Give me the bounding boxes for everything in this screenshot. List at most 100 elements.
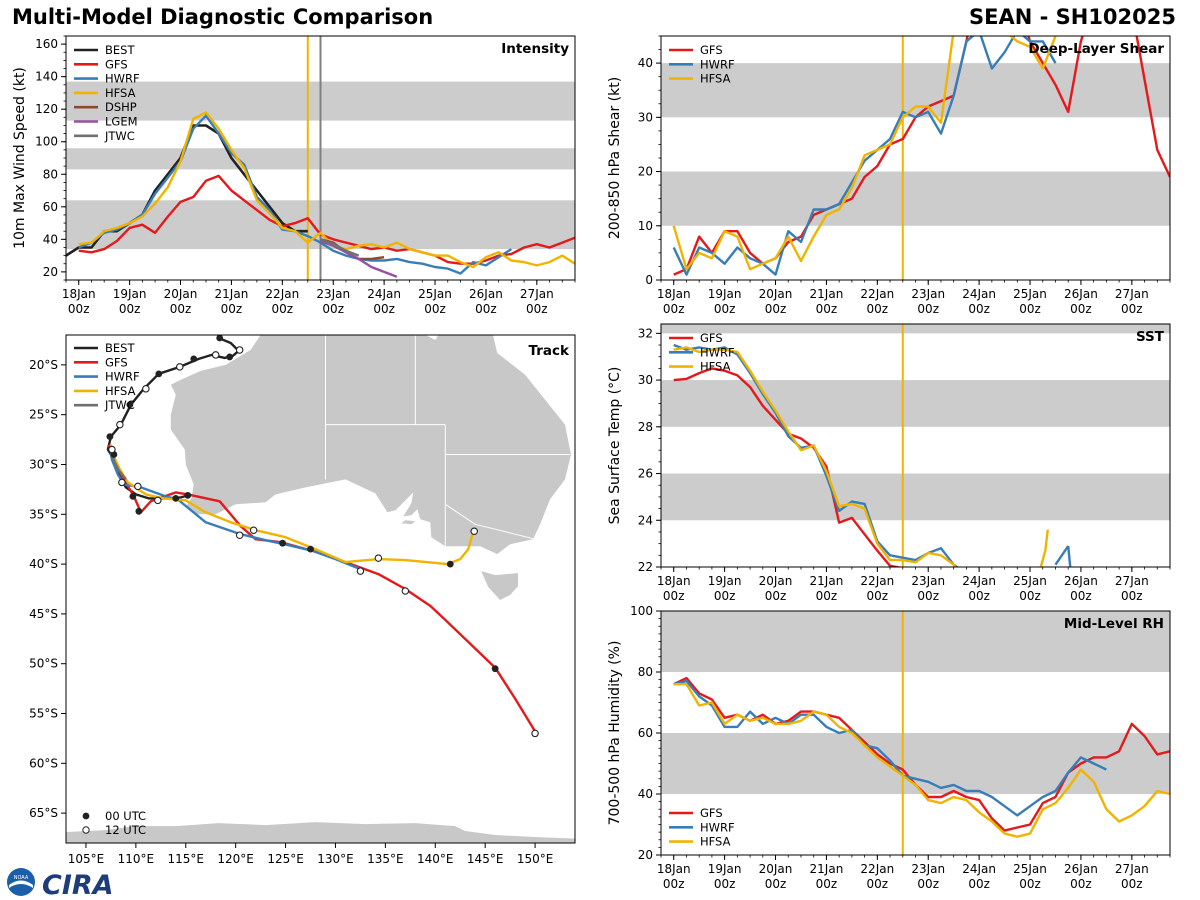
x-tick-hour: 00z xyxy=(373,302,395,316)
axes-frame-sst xyxy=(660,323,1171,568)
marker-12utc xyxy=(154,496,162,505)
x-tick-hour: 00z xyxy=(1121,877,1143,891)
plot-area-rh xyxy=(661,611,1170,855)
marker-12utc xyxy=(470,527,478,535)
x-tick-date: 26Jan xyxy=(1064,287,1098,301)
cira-logo: NOAA CIRA xyxy=(7,868,114,898)
y-tick-label: 120 xyxy=(35,102,58,116)
marker-12utc xyxy=(401,587,410,595)
x-tick-date: 27Jan xyxy=(1115,574,1149,588)
legend-label-jtwc: JTWC xyxy=(104,129,135,143)
x-tick-date: 25Jan xyxy=(1013,574,1047,588)
series-hwrf-intensity-2 xyxy=(78,114,513,275)
series-hfsa-intensity-3 xyxy=(78,111,575,269)
x-tick-date: 23Jan xyxy=(911,862,945,876)
marker-00utc xyxy=(184,491,192,499)
y-tick-label: 60 xyxy=(43,200,58,214)
x-tick-date: 20Jan xyxy=(759,574,793,588)
y-tick-label: 0 xyxy=(645,273,653,287)
legend-label-hfsa: HFSA xyxy=(700,835,731,849)
marker-00utc xyxy=(446,560,454,568)
x-tick-hour: 00z xyxy=(68,302,90,316)
x-tick-date: 25Jan xyxy=(418,287,452,301)
y-axis-label-sst: Sea Surface Temp (°C) xyxy=(607,367,623,525)
marker-00utc xyxy=(216,335,224,342)
panel-title-rh: Mid-Level RH xyxy=(1064,616,1164,632)
x-tick-hour: 00z xyxy=(475,302,497,316)
storm-id: SEAN - SH102025 xyxy=(968,5,1176,29)
panel-sst: 22242628303218Jan00z19Jan00z20Jan00z21Ja… xyxy=(607,323,1171,603)
x-tick-hour: 00z xyxy=(917,877,939,891)
x-tick-hour: 00z xyxy=(1121,589,1143,603)
legend-label-12utc: 12 UTC xyxy=(105,823,146,837)
x-tick-hour: 00z xyxy=(119,302,141,316)
series-gfs-shear-0 xyxy=(673,36,1170,276)
x-tick-date: 23Jan xyxy=(316,287,350,301)
y-tick-label: 28 xyxy=(638,420,653,434)
x-tick-date: 22Jan xyxy=(860,862,894,876)
y-tick-label: 26 xyxy=(638,467,653,481)
panel-title-intensity: Intensity xyxy=(501,41,569,57)
panel-track: 105°E 110°E 115°E 120°E 125°E 130°E 135°E 140°E… xyxy=(29,334,576,866)
y-tick-label: 40 xyxy=(638,56,653,70)
legend-label-hwrf: HWRF xyxy=(105,370,140,384)
figure-title: Multi-Model Diagnostic Comparison xyxy=(12,5,434,29)
state-border-5 xyxy=(445,503,536,540)
y-tick-label: 30 xyxy=(638,373,653,387)
x-tick-hour: 00z xyxy=(917,589,939,603)
x-tick-date: 20Jan xyxy=(759,862,793,876)
marker-12utc xyxy=(531,729,539,738)
x-tick-date: 19Jan xyxy=(708,574,742,588)
kangaroo-island xyxy=(401,520,416,525)
x-tick-hour: 00z xyxy=(765,589,787,603)
x-tick-label: 150°E xyxy=(517,852,554,866)
series-gfs-intensity-1 xyxy=(78,174,575,265)
legend-label-hwrf: HWRF xyxy=(105,72,140,86)
x-tick-date: 26Jan xyxy=(469,287,503,301)
x-tick-hour: 00z xyxy=(816,877,838,891)
marker-12utc xyxy=(116,420,124,429)
plot-area-sst xyxy=(661,324,1170,567)
series-hwrf-sst-3 xyxy=(1067,545,1072,567)
x-tick-date: 27Jan xyxy=(520,287,554,301)
marker-12utc xyxy=(134,482,142,491)
x-tick-date: 26Jan xyxy=(1064,574,1098,588)
x-tick-hour: 00z xyxy=(663,589,685,603)
y-tick-label: 40°S xyxy=(29,557,58,571)
x-tick-date: 19Jan xyxy=(708,287,742,301)
y-tick-label: 55°S xyxy=(29,707,58,721)
marker-00utc xyxy=(307,545,314,553)
y-tick-label: 100 xyxy=(35,135,58,149)
x-tick-hour: 00z xyxy=(1019,302,1041,316)
x-tick-hour: 00z xyxy=(1070,589,1092,603)
marker-00utc xyxy=(126,401,134,409)
x-tick-hour: 00z xyxy=(1121,302,1143,316)
x-tick-date: 24Jan xyxy=(962,574,996,588)
series-hwrf-rh-1 xyxy=(673,679,1107,817)
series-hwrf-shear-1 xyxy=(672,36,1057,276)
y-tick-label: 160 xyxy=(35,37,58,51)
legend-label-gfs: GFS xyxy=(105,57,128,71)
marker-00utc xyxy=(106,433,114,440)
x-tick-hour: 00z xyxy=(272,302,294,316)
shade-band-0 xyxy=(661,473,1170,521)
australia-landmass xyxy=(170,335,571,555)
y-axis-label-intensity: 10m Max Wind Speed (kt) xyxy=(12,67,28,249)
x-tick-hour: 00z xyxy=(714,877,736,891)
marker-12utc xyxy=(249,526,258,534)
x-tick-date: 18Jan xyxy=(62,287,96,301)
series-gfs-sst-0 xyxy=(673,367,903,567)
map-area xyxy=(66,335,575,843)
y-tick-label: 30 xyxy=(638,110,653,124)
series-hfsa-rh-2 xyxy=(673,683,1170,838)
legend-marker-12utc xyxy=(82,826,90,834)
x-tick-hour: 00z xyxy=(663,302,685,316)
x-tick-label: 115°E xyxy=(168,852,205,866)
x-tick-hour: 00z xyxy=(1019,589,1041,603)
y-tick-label: 10 xyxy=(638,219,653,233)
x-tick-label: 130°E xyxy=(317,852,354,866)
y-axis-label-rh: 700-500 hPa Humidity (%) xyxy=(607,641,623,826)
series-hfsa-sst-5 xyxy=(1039,529,1049,567)
x-tick-date: 21Jan xyxy=(810,862,844,876)
legend-label-gfs: GFS xyxy=(105,355,128,369)
